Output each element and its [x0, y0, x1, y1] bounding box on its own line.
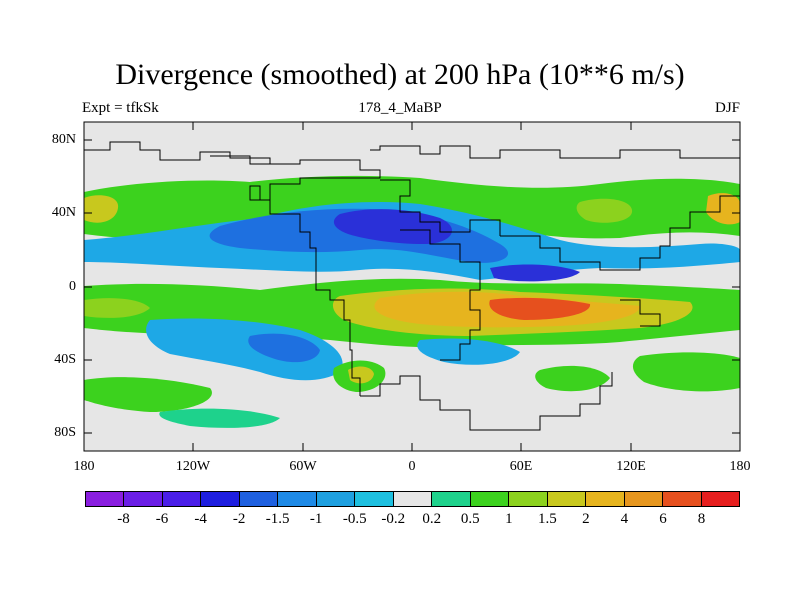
- nh-positive-core-west: [84, 195, 119, 223]
- colorbar-label: -1: [309, 511, 323, 527]
- colorbar-box-12: [547, 492, 587, 506]
- lat-label-80n: 80N: [51, 132, 76, 147]
- colorbar-label: 4: [620, 511, 629, 527]
- colorbar-box-9: [432, 492, 471, 506]
- north-america-outline: [249, 159, 381, 264]
- colorbar-label: -0.2: [381, 511, 406, 527]
- colorbar-label: -1.5: [265, 511, 290, 527]
- africa-outline: [400, 229, 481, 361]
- sh-positive-atlantic-core: [348, 366, 374, 384]
- colorbar-box-1: [124, 492, 163, 506]
- colorbar-box-10: [470, 492, 510, 506]
- colorbar-label: 2: [582, 511, 590, 527]
- colorbar-label: -6: [155, 511, 169, 527]
- colorbar-label: -8: [117, 511, 130, 527]
- colorbar-box-5: [278, 492, 317, 506]
- lat-label-40n: 40N: [51, 205, 76, 220]
- lon-label-180e: 180: [729, 459, 751, 474]
- lat-label-40s: 40S: [54, 352, 76, 367]
- lon-label-120e: 120E: [616, 459, 646, 474]
- lat-label-eq: 0: [69, 279, 76, 294]
- sh-positive-west: [84, 377, 212, 412]
- colorbar-label: 1.5: [537, 511, 557, 527]
- lon-label-180w: 180: [73, 459, 95, 474]
- colorbar-label: 8: [697, 511, 706, 527]
- colorbar-label: 6: [659, 511, 667, 527]
- colorbar-label: 0.5: [460, 511, 480, 527]
- colorbar-box-16: [701, 492, 739, 506]
- colorbar: [85, 491, 740, 507]
- colorbar-box-2: [162, 492, 202, 506]
- nh-negative-core-east: [490, 264, 580, 282]
- lat-label-80s: 80S: [54, 425, 76, 440]
- colorbar-box-8: [393, 492, 433, 506]
- colorbar-label: 0.2: [422, 511, 442, 527]
- sh-negative-mid: [248, 333, 320, 363]
- axis-ticks: [84, 122, 740, 451]
- colorbar-box-0: [86, 492, 125, 506]
- colorbar-box-7: [355, 492, 394, 506]
- europe-outline: [380, 179, 501, 236]
- equatorial-positive-max: [489, 297, 591, 320]
- sh-positive-pacific: [632, 352, 740, 392]
- nh-positive-core-east: [706, 193, 740, 225]
- continent-outlines: [84, 141, 740, 431]
- plot-title: Divergence (smoothed) at 200 hPa (10**6 …: [115, 58, 685, 91]
- sh-far-south-band: [159, 408, 280, 428]
- nh-positive-core-asia: [576, 198, 633, 223]
- lon-label-60w: 60W: [289, 459, 317, 474]
- colorbar-box-14: [624, 492, 664, 506]
- colorbar-box-15: [663, 492, 702, 506]
- experiment-label: Expt = tfkSk: [82, 100, 159, 116]
- sh-positive-indian: [535, 365, 610, 392]
- season-label: DJF: [714, 100, 740, 116]
- eurasia-outline: [370, 145, 740, 159]
- colorbar-box-3: [201, 492, 240, 506]
- period-label: 178_4_MaBP: [358, 100, 442, 116]
- asia-outline: [500, 195, 740, 271]
- colorbar-label: 1: [505, 511, 513, 527]
- sh-negative-band: [146, 318, 343, 381]
- australia-outline: [620, 299, 661, 327]
- colorbar-label: -2: [232, 511, 246, 527]
- colorbar-box-6: [316, 492, 356, 506]
- colorbar-label: -4: [194, 511, 207, 527]
- lon-label-120w: 120W: [175, 459, 211, 474]
- lon-label-60e: 60E: [509, 459, 533, 474]
- antarctica-outline: [360, 372, 613, 431]
- colorbar-box-13: [586, 492, 625, 506]
- colorbar-box-11: [509, 492, 548, 506]
- west-pacific-positive: [84, 298, 150, 318]
- lon-label-0: 0: [408, 459, 416, 474]
- colorbar-label: -0.5: [342, 511, 367, 527]
- sh-negative-east: [417, 338, 520, 365]
- south-america-outline: [315, 264, 361, 396]
- colorbar-box-4: [239, 492, 279, 506]
- nh-negative-core: [333, 209, 452, 244]
